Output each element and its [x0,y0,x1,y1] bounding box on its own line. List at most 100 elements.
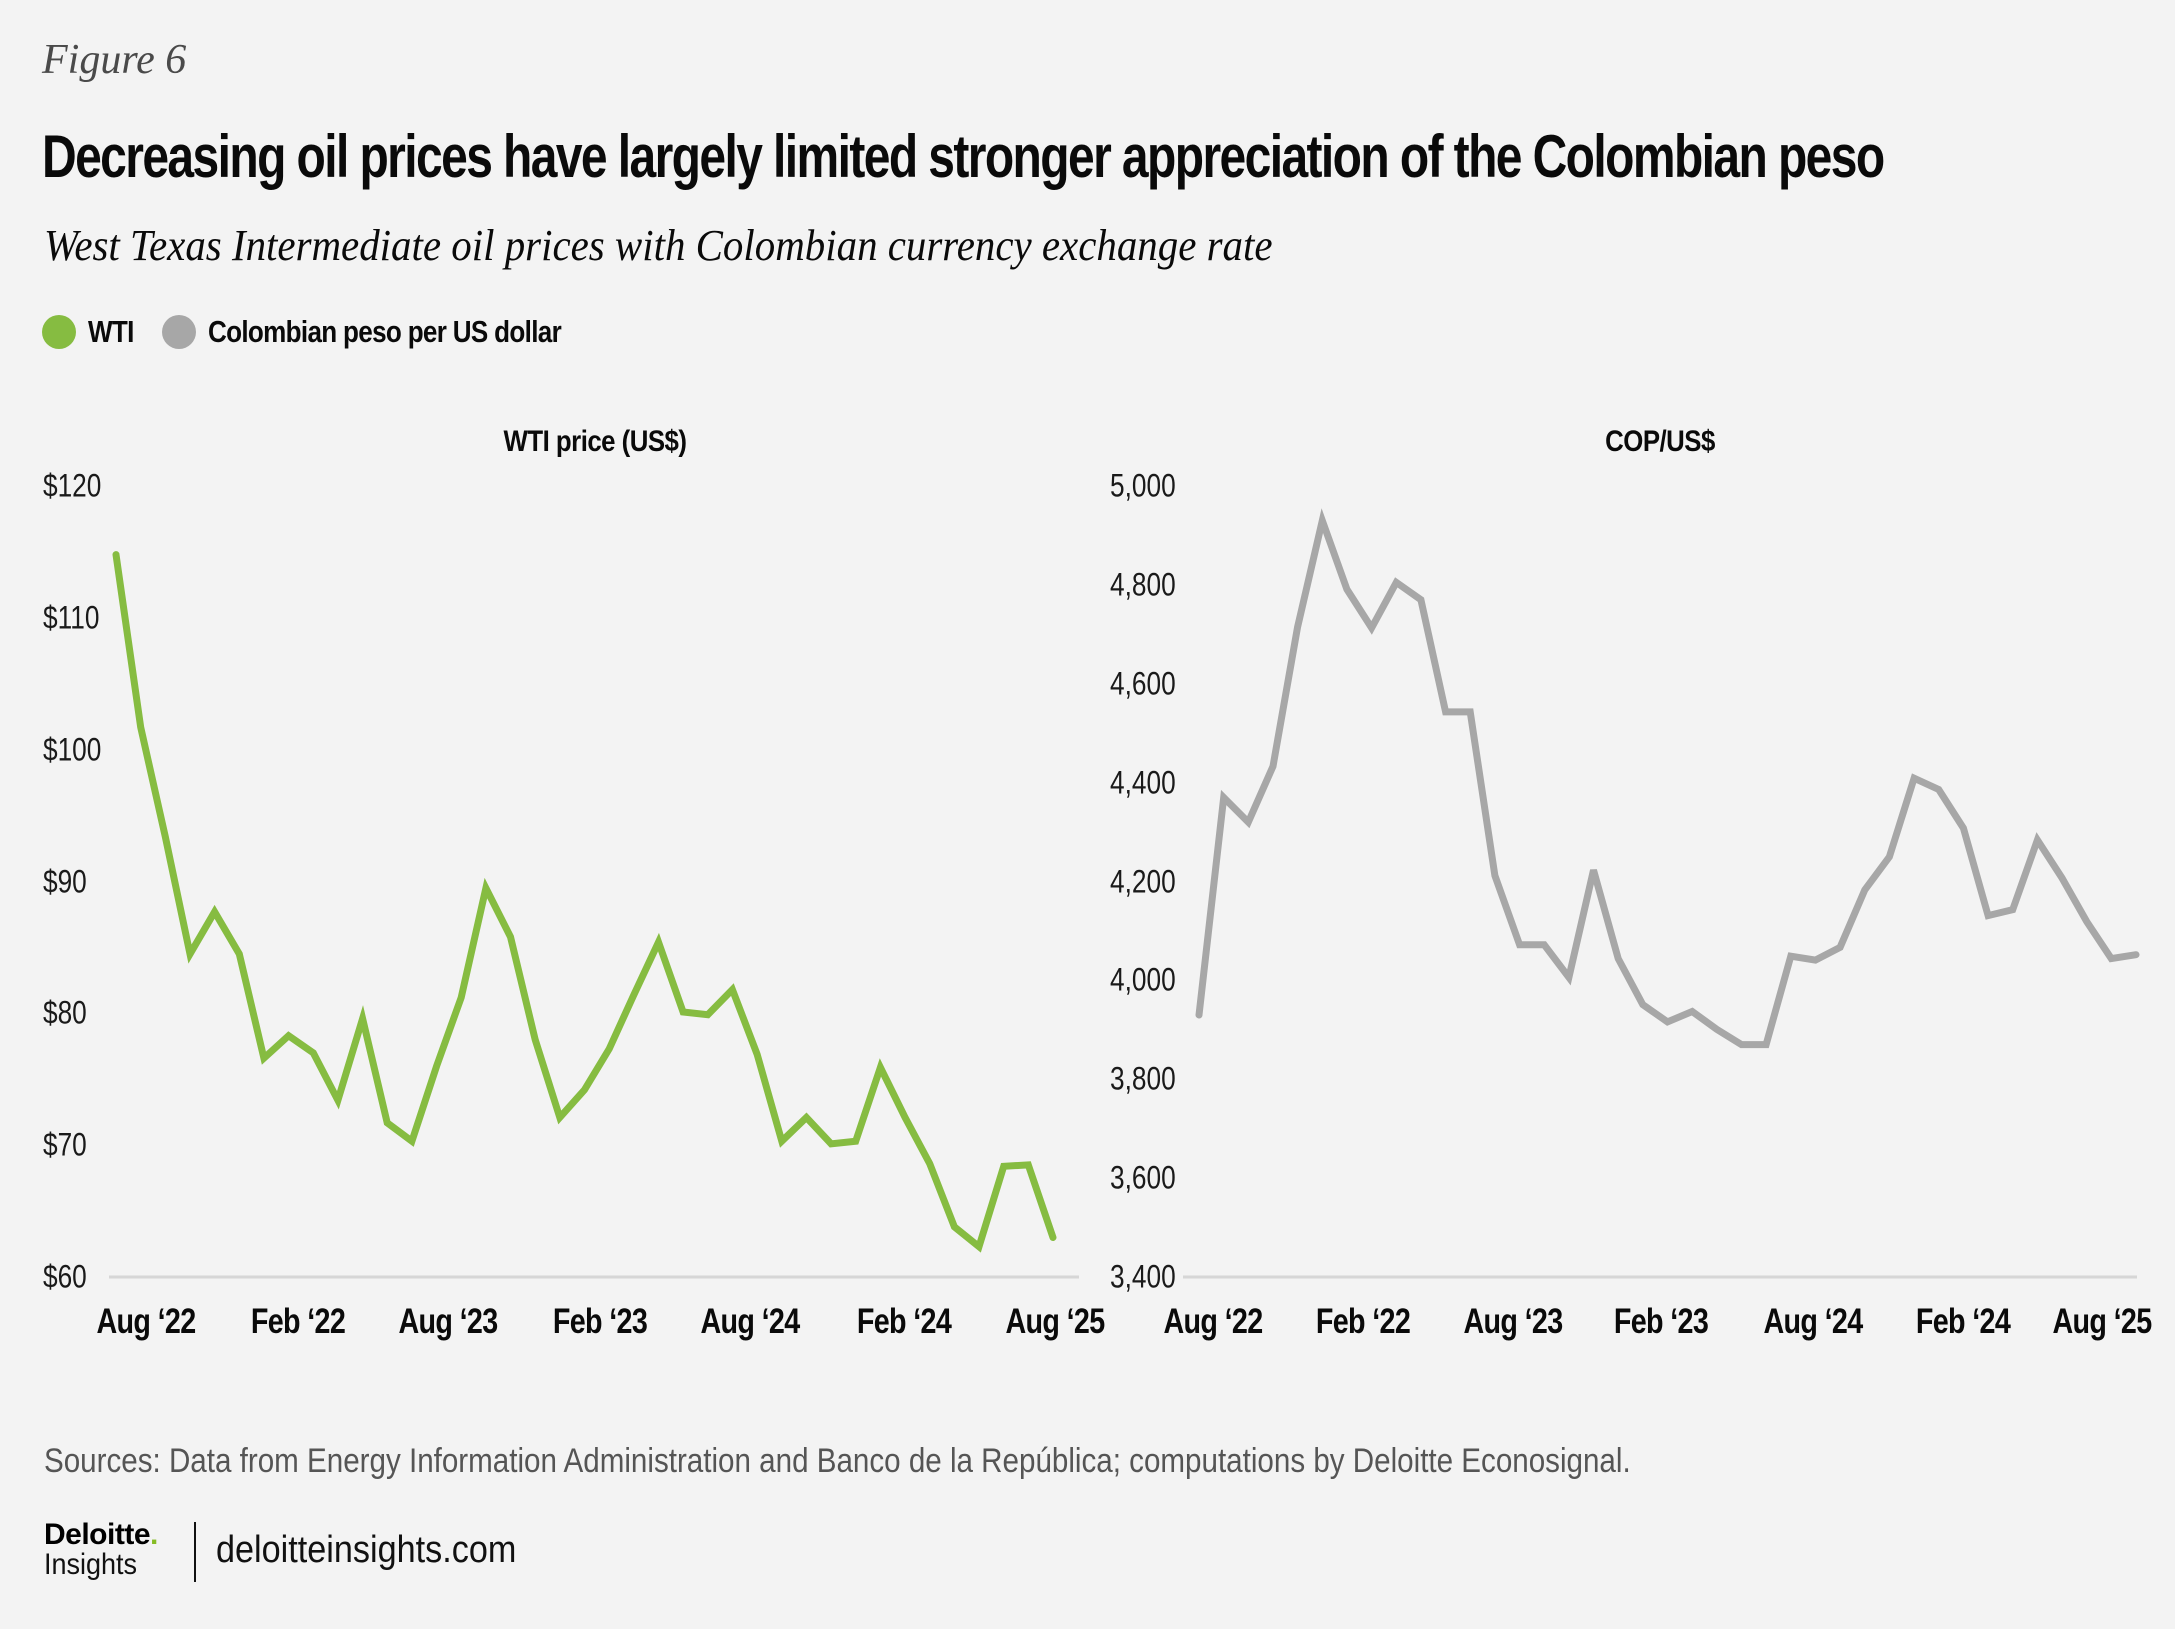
wti-xtick-label: Aug ‘25 [1005,1302,1105,1341]
wti-ytick-label: $60 [43,1258,87,1295]
cop-data-point [1809,954,1821,966]
wti-data-point [431,1060,443,1072]
wti-data-point [579,1084,591,1096]
footer-divider [194,1522,196,1582]
cop-data-point [2105,953,2117,965]
chart-title: Decreasing oil prices have largely limit… [42,123,1885,190]
wti-data-point [776,1135,788,1147]
wti-data-point [1047,1231,1059,1243]
wti-data-point [751,1048,763,1060]
cop-data-point [1982,910,1994,922]
deloitte-insights-logo: Deloitte. Insights [44,1520,158,1580]
cop-data-point [1834,941,1846,953]
wti-data-point [702,1009,714,1021]
cop-xtick-label: Aug ‘25 [2052,1302,2152,1341]
legend: WTI Colombian peso per US dollar [42,310,691,354]
cop-data-point [2081,916,2093,928]
cop-xtick-label: Aug ‘24 [1763,1302,1863,1341]
cop-data-point [1662,1016,1674,1028]
cop-data-point [1464,706,1476,718]
legend-label-cop: Colombian peso per US dollar [208,314,562,349]
cop-data-point [1933,784,1945,796]
wti-xtick-label: Feb ‘23 [552,1302,648,1341]
wti-data-point [135,721,147,733]
cop-data-point [1390,576,1402,588]
wti-data-point [554,1111,566,1123]
wti-data-point [357,1013,369,1025]
cop-ytick-label: 4,600 [1110,665,1176,702]
cop-data-point [1686,1006,1698,1018]
cop-data-point [1267,760,1279,772]
cop-data-point [1612,953,1624,965]
wti-data-point [825,1138,837,1150]
wti-data-point [381,1117,393,1129]
wti-xtick-label: Aug ‘24 [700,1302,800,1341]
cop-data-point [1538,939,1550,951]
wti-ytick-label: $70 [43,1126,87,1163]
cop-data-point [1563,971,1575,983]
cop-data-point [1366,622,1378,634]
wti-data-point [258,1052,270,1064]
cop-xtick-label: Aug ‘23 [1463,1302,1563,1341]
cop-data-point [2056,872,2068,884]
cop-data-point [1218,791,1230,803]
wti-data-point [406,1135,418,1147]
logo-brand: Deloitte. [44,1520,158,1550]
wti-ytick-label: $90 [43,863,87,899]
wti-data-point [998,1160,1010,1172]
legend-item-wti: WTI [42,314,142,350]
wti-data-point [505,931,517,943]
legend-item-cop: Colombian peso per US dollar [162,314,628,350]
wti-ytick-label: $100 [43,731,102,768]
wti-data-point [233,948,245,960]
wti-xtick-label: Feb ‘22 [250,1302,346,1341]
cop-data-point [1637,999,1649,1011]
wti-data-point [455,992,467,1004]
wti-data-point [973,1241,985,1253]
wti-xtick-label: Aug ‘22 [96,1302,196,1341]
cop-ytick-label: 4,400 [1110,764,1176,801]
cop-data-point [2031,834,2043,846]
wti-data-point [209,906,221,918]
wti-panel-title: WTI price (US$) [503,425,687,458]
cop-panel-title: COP/US$ [1605,425,1715,458]
site-link[interactable]: deloitteinsights.com [216,1529,517,1571]
wti-data-point [924,1158,936,1170]
chart-subtitle: West Texas Intermediate oil prices with … [44,221,1273,270]
wti-series-line [112,551,1057,1253]
cop-xtick-label: Feb ‘22 [1315,1302,1411,1341]
cop-data-point [1440,706,1452,718]
logo-brand-text: Deloitte [44,1518,151,1551]
cop-data-point [1316,515,1328,527]
wti-data-point [603,1043,615,1055]
wti-data-point [677,1006,689,1018]
cop-data-point [2130,949,2142,961]
cop-data-point [1242,816,1254,828]
cop-ytick-label: 3,400 [1110,1258,1176,1295]
cop-series-line [1195,508,2140,1049]
wti-data-point [307,1047,319,1059]
cop-data-point [1859,884,1871,896]
wti-data-point [800,1111,812,1123]
cop-data-point [1193,1009,1205,1021]
cop-xtick-label: Feb ‘23 [1613,1302,1709,1341]
logo-green-dot-icon: . [150,1518,158,1551]
wti-data-point [948,1221,960,1233]
cop-xtick-label: Feb ‘24 [1915,1302,2011,1341]
cop-xtick-label: Aug ‘22 [1163,1302,1263,1341]
wti-data-point [899,1111,911,1123]
cop-data-point [1415,594,1427,606]
logo-sub: Insights [44,1548,138,1581]
cop-data-point [1292,621,1304,633]
cop-data-point [1489,870,1501,882]
cop-data-point [1514,939,1526,951]
cop-data-point [1735,1039,1747,1051]
cop-data-point [1341,583,1353,595]
wti-data-point [332,1094,344,1106]
wti-ytick-label: $120 [43,467,102,504]
legend-swatch-cop-icon [162,315,197,349]
cop-data-point [1588,864,1600,876]
cop-data-point [1957,822,1969,834]
wti-ytick-label: $80 [43,994,87,1031]
cop-data-point [1711,1023,1723,1035]
